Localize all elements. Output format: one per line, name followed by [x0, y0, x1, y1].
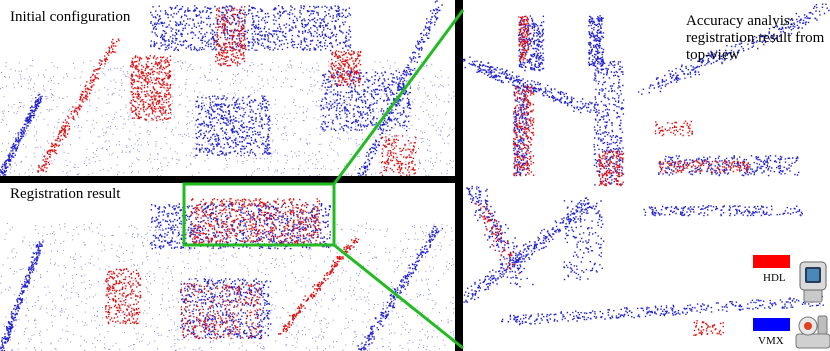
vmx-points	[0, 0, 443, 176]
accuracy-analysis-caption: Accuracy analyis: registration result fr…	[686, 13, 825, 63]
hdl-points	[37, 6, 417, 176]
vmx-scanner-icon	[795, 315, 830, 349]
registration-result-caption: Registration result	[10, 186, 121, 202]
horizontal-divider	[0, 176, 455, 183]
vmx-legend-swatch	[753, 318, 790, 331]
hdl-points	[105, 198, 360, 340]
vmx-legend-label: VMX	[758, 335, 784, 347]
top-view-panel	[463, 0, 830, 351]
initial-configuration-caption: Initial configuration	[10, 9, 131, 25]
initial-configuration-panel	[0, 0, 455, 176]
hdl-legend-swatch	[753, 255, 790, 268]
registration-result-panel	[0, 183, 455, 351]
initial-configuration-pointcloud	[0, 0, 455, 176]
hdl-scanner-icon	[799, 261, 827, 303]
hdl-legend-label: HDL	[763, 272, 786, 284]
registration-result-pointcloud	[0, 198, 455, 351]
vertical-divider	[455, 0, 463, 351]
vmx-points	[0, 203, 444, 351]
